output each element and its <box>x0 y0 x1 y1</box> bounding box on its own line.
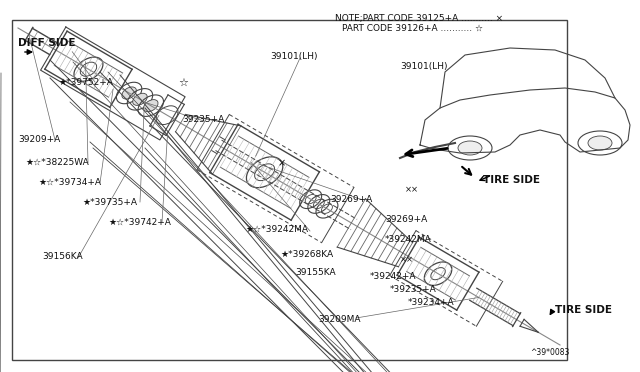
Text: TIRE SIDE: TIRE SIDE <box>483 175 540 185</box>
Text: ★*39752+A: ★*39752+A <box>58 78 113 87</box>
Text: *39235+A: *39235+A <box>390 285 436 294</box>
Text: ★☆*38225WA: ★☆*38225WA <box>25 158 89 167</box>
Text: 39269+A: 39269+A <box>330 195 372 204</box>
Text: ★☆*39242MA: ★☆*39242MA <box>245 225 308 234</box>
Text: ^39*0083: ^39*0083 <box>530 348 570 357</box>
Text: 39269+A: 39269+A <box>385 215 428 224</box>
Text: DIFF SIDE: DIFF SIDE <box>18 38 76 48</box>
Text: ☆: ☆ <box>178 78 188 88</box>
Text: *39234+A: *39234+A <box>408 298 454 307</box>
Text: TIRE SIDE: TIRE SIDE <box>555 305 612 315</box>
Text: *39242+A: *39242+A <box>370 272 417 281</box>
Text: 39209+A: 39209+A <box>18 135 60 144</box>
Text: NOTE;PART CODE 39125+A ........... ×: NOTE;PART CODE 39125+A ........... × <box>335 14 503 23</box>
Ellipse shape <box>588 136 612 150</box>
Text: PART CODE 39126+A ........... ☆: PART CODE 39126+A ........... ☆ <box>342 24 483 33</box>
Ellipse shape <box>132 93 147 105</box>
Text: ★☆*39734+A: ★☆*39734+A <box>38 178 101 187</box>
Text: 39209MA: 39209MA <box>318 315 360 324</box>
Text: ★*39268KA: ★*39268KA <box>280 250 333 259</box>
Text: ×: × <box>278 158 286 168</box>
Text: ××: ×× <box>400 255 414 264</box>
Text: ××: ×× <box>405 185 419 194</box>
Text: 39156KA: 39156KA <box>42 252 83 261</box>
Text: ★*39735+A: ★*39735+A <box>82 198 137 207</box>
Text: 39235+A: 39235+A <box>182 115 224 124</box>
Ellipse shape <box>458 141 482 155</box>
Ellipse shape <box>122 87 136 99</box>
Bar <box>12 20 567 360</box>
Text: 39101(LH): 39101(LH) <box>400 62 447 71</box>
Text: *39242MA: *39242MA <box>385 235 432 244</box>
Text: 39101(LH): 39101(LH) <box>270 52 317 61</box>
Ellipse shape <box>143 100 158 112</box>
Text: 39155KA: 39155KA <box>295 268 335 277</box>
Text: ★☆*39742+A: ★☆*39742+A <box>108 218 171 227</box>
